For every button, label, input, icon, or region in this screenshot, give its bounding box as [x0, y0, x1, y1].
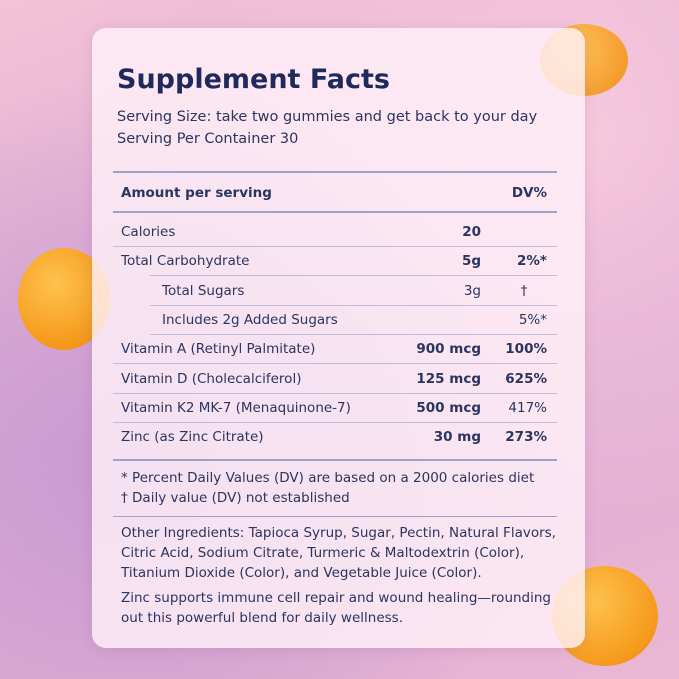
row-separator	[113, 392, 557, 394]
nutrient-name: Total Sugars	[162, 282, 245, 299]
amount: 900 mcg	[416, 341, 481, 358]
footnote: † Daily value (DV) not established	[121, 490, 350, 506]
nutrient-name: Vitamin A (Retinyl Palmitate)	[121, 341, 316, 358]
nutrient-name: Zinc (as Zinc Citrate)	[121, 429, 264, 446]
row-separator	[113, 246, 557, 247]
footnote: * Percent Daily Values (DV) are based on…	[121, 470, 535, 486]
servings: Serving Per Container 30	[117, 131, 299, 147]
note: out this powerful blend for daily wellne…	[121, 610, 403, 626]
amount: 5g	[461, 253, 481, 270]
nutrient-name: Total Carbohydrate	[121, 253, 250, 270]
rule	[113, 171, 557, 173]
daily-value: 5%*	[518, 311, 547, 328]
row-separator	[113, 421, 557, 423]
nutrient-name: Vitamin K2 MK-7 (Menaquinone-7)	[121, 399, 351, 416]
serving-size: Serving Size: take two gummies and get b…	[117, 109, 538, 125]
amount: 500 mcg	[416, 399, 481, 416]
ingredients: Other Ingredients: Tapioca Syrup, Sugar,…	[121, 525, 556, 541]
daily-value: 273%	[505, 429, 547, 446]
nutrient-name: Vitamin D (Cholecalciferol)	[121, 370, 302, 387]
ingredients: Titanium Dioxide (Color), and Vegetable …	[121, 565, 482, 581]
daily-value: 2%*	[517, 253, 547, 270]
column-header: DV%	[511, 185, 547, 201]
daily-value: 100%	[505, 341, 547, 358]
rule	[113, 516, 557, 517]
note: Zinc supports immune cell repair and wou…	[121, 590, 551, 606]
row-separator	[150, 304, 557, 306]
nutrient-name: Calories	[121, 224, 176, 240]
amount: 30 mg	[433, 429, 481, 446]
rule	[113, 211, 557, 213]
daily-value: †	[520, 282, 528, 299]
column-header: Amount per serving	[121, 185, 272, 201]
daily-value: 417%	[508, 399, 547, 416]
facts-card	[92, 28, 585, 648]
rule	[113, 459, 557, 461]
title: Supplement Facts	[117, 64, 390, 95]
row-separator	[150, 275, 557, 277]
amount: 3g	[463, 282, 481, 299]
row-separator	[113, 363, 557, 365]
amount: 20	[462, 224, 481, 240]
nutrient-name: Includes 2g Added Sugars	[162, 311, 338, 328]
row-separator	[150, 333, 557, 335]
daily-value: 625%	[505, 370, 547, 387]
amount: 125 mcg	[416, 370, 481, 387]
ingredients: Citric Acid, Sodium Citrate, Turmeric & …	[121, 545, 525, 561]
